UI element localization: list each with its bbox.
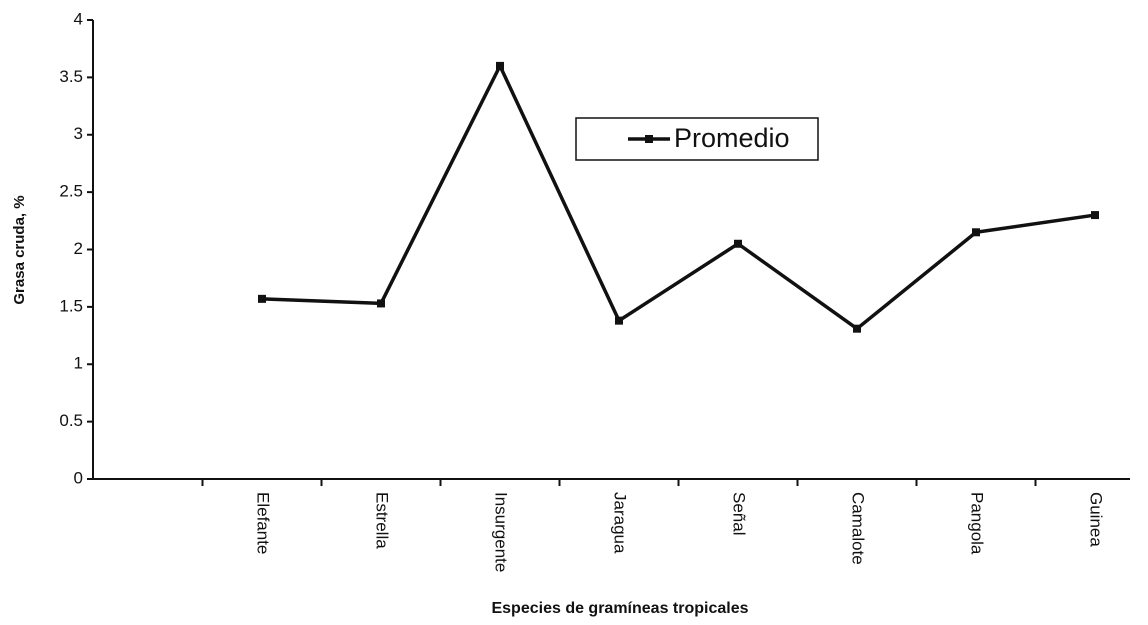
x-axis-label: Especies de gramíneas tropicales: [491, 600, 748, 617]
x-tick-label: Insurgente: [492, 492, 511, 572]
data-point: [734, 239, 742, 248]
data-point: [853, 324, 861, 333]
data-point: [496, 61, 504, 70]
legend-label: Promedio: [674, 123, 790, 153]
y-tick-label: 3: [74, 124, 83, 143]
data-line: [261, 64, 1096, 331]
data-point: [258, 294, 266, 303]
data-point: [377, 299, 385, 308]
data-point: [1091, 211, 1099, 220]
x-tick-label: Camalote: [849, 492, 868, 565]
x-tick-label: Elefante: [254, 492, 273, 554]
y-tick-label: 1: [74, 354, 83, 373]
y-tick-label: 2.5: [59, 182, 83, 201]
y-tick-label: 3.5: [59, 67, 83, 86]
x-tick-label: Jaragua: [611, 492, 630, 554]
x-tick-label: Guinea: [1087, 492, 1106, 547]
x-tick-label: Estrella: [373, 492, 392, 549]
x-tick-label: Pangola: [968, 492, 987, 555]
data-point: [972, 228, 980, 237]
y-tick-label: 0.5: [59, 411, 83, 430]
y-tick-label: 4: [74, 9, 83, 28]
legend-box: [575, 117, 819, 161]
data-point: [615, 316, 623, 325]
y-tick-label: 1.5: [59, 296, 83, 315]
y-tick-label: 2: [74, 239, 83, 258]
x-tick-label: Señal: [730, 492, 749, 535]
y-tick-label: 0: [74, 468, 83, 487]
legend-marker: [645, 135, 653, 143]
y-axis-label: Grasa cruda, %: [11, 195, 28, 304]
